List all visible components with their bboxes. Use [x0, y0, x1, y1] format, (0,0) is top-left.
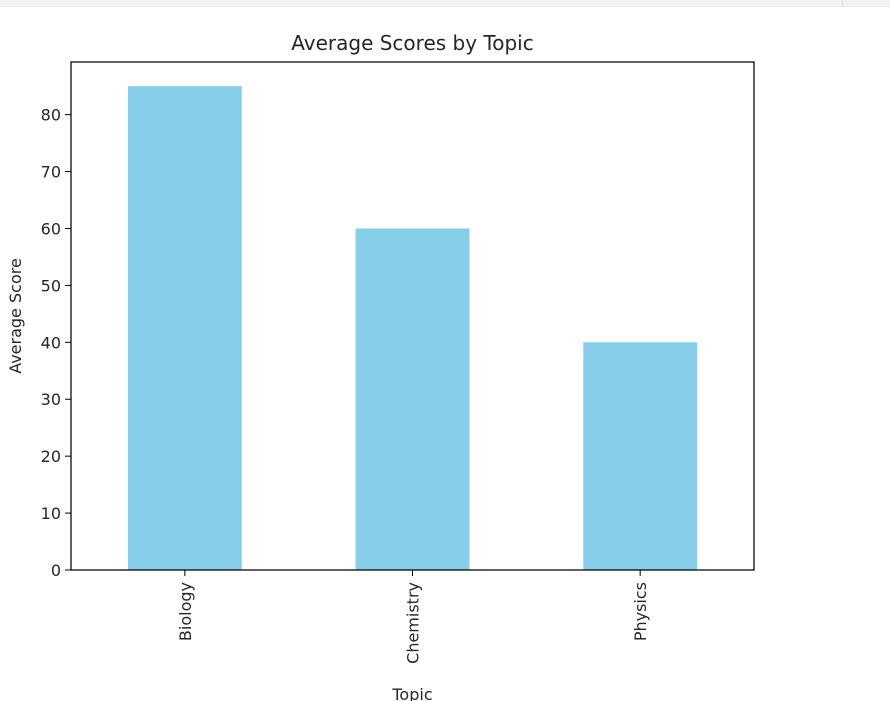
notebook-top-divider — [842, 0, 843, 6]
x-tick-label-chemistry: Chemistry — [404, 582, 423, 664]
x-axis: Biology Chemistry Physics — [176, 570, 650, 664]
chart-title: Average Scores by Topic — [291, 31, 533, 55]
y-axis: 0 10 20 30 40 50 60 70 80 — [41, 106, 71, 580]
y-tick-label-80: 80 — [41, 106, 61, 125]
y-tick-label-0: 0 — [51, 561, 61, 580]
y-tick-label-20: 20 — [41, 447, 61, 466]
y-tick-label-60: 60 — [41, 219, 61, 238]
y-tick-label-30: 30 — [41, 390, 61, 409]
notebook-top-strip — [0, 0, 890, 7]
x-axis-label: Topic — [391, 685, 432, 701]
y-tick-label-40: 40 — [41, 333, 61, 352]
y-tick-label-70: 70 — [41, 163, 61, 182]
y-tick-label-50: 50 — [41, 276, 61, 295]
bar-biology — [127, 86, 242, 570]
y-tick-label-10: 10 — [41, 504, 61, 523]
plot-frame — [70, 61, 755, 571]
bar-physics — [583, 342, 698, 570]
bars-group — [127, 86, 698, 570]
x-tick-label-biology: Biology — [176, 582, 195, 641]
y-axis-label: Average Score — [6, 258, 25, 374]
bar-chemistry — [355, 228, 470, 570]
x-tick-label-physics: Physics — [631, 582, 650, 641]
